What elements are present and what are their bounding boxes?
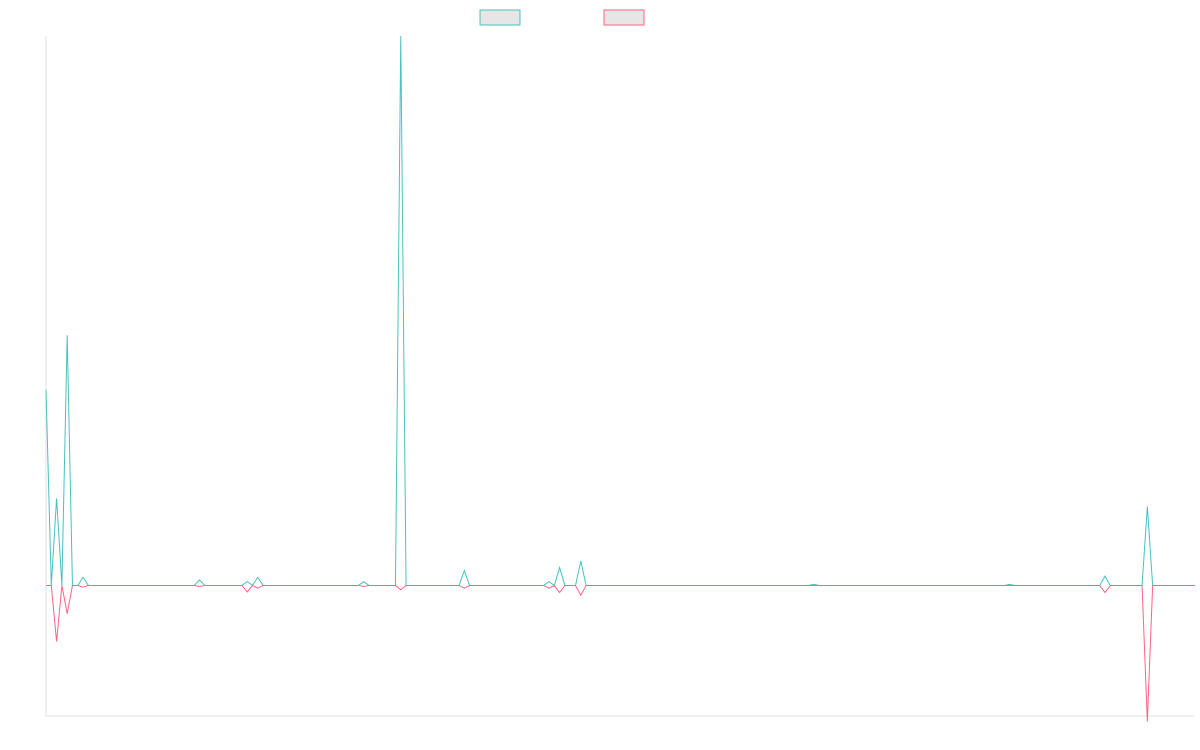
- series-1-line: [45, 35, 1195, 587]
- legend-swatch-2[interactable]: [603, 9, 645, 26]
- axes: [45, 36, 1195, 717]
- series-2-line: [46, 584, 1195, 722]
- legend-swatch-1[interactable]: [479, 9, 521, 26]
- series-lines: [45, 35, 1195, 722]
- legend: [479, 9, 645, 26]
